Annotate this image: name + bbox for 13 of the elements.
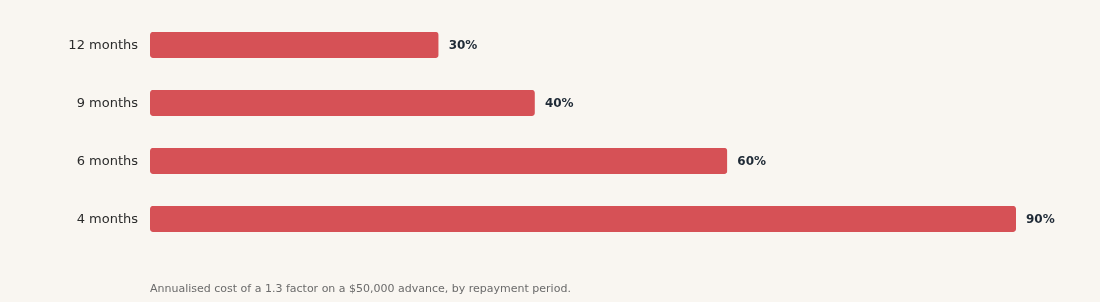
bar [150,205,1016,233]
bar [150,147,728,175]
data-label: 60% [737,154,767,168]
bar [150,89,535,117]
y-tick-label: 6 months [76,153,139,168]
data-label: 40% [544,96,574,110]
data-label: 30% [448,38,478,52]
text: Annualised cost of a 1.3 factor on a $50,000 advance, by repayment period. [150,282,571,295]
data-label: 90% [1026,212,1055,226]
bar [150,31,439,59]
y-tick-label: 12 months [68,37,139,52]
y-tick-label: 9 months [76,95,139,110]
y-tick-label: 4 months [76,211,139,226]
